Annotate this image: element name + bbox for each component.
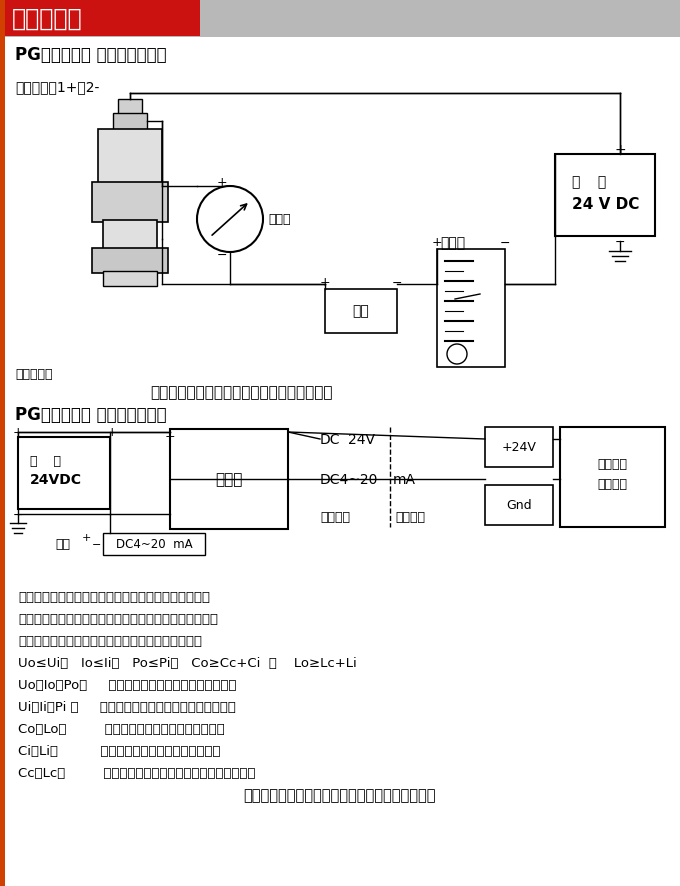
Bar bbox=[485, 486, 553, 525]
Text: +: + bbox=[432, 237, 442, 249]
Text: +: + bbox=[320, 276, 330, 289]
Text: +: + bbox=[82, 532, 90, 542]
Text: 所配用安全栅参数必须符合本安系统参数匹配原则：: 所配用安全栅参数必须符合本安系统参数匹配原则： bbox=[18, 634, 202, 648]
Bar bbox=[560, 428, 665, 527]
Bar bbox=[325, 290, 397, 334]
Text: −: − bbox=[13, 508, 23, 521]
Text: Ui、Ii、Pi ：     压力变送器最大输入电压、电流和功率: Ui、Ii、Pi ： 压力变送器最大输入电压、电流和功率 bbox=[18, 701, 236, 714]
Text: −: − bbox=[615, 236, 625, 248]
Text: 安全场所: 安全场所 bbox=[320, 511, 350, 524]
Text: 指示仪: 指示仪 bbox=[440, 236, 465, 250]
Text: 24VDC: 24VDC bbox=[30, 472, 82, 486]
Text: +: + bbox=[217, 176, 227, 190]
Circle shape bbox=[447, 345, 467, 364]
Text: 安全栅: 安全栅 bbox=[216, 472, 243, 487]
Text: +: + bbox=[13, 426, 23, 439]
Text: 输出: 输出 bbox=[55, 538, 70, 551]
Text: +: + bbox=[614, 143, 626, 157]
Text: +: + bbox=[107, 426, 118, 439]
Text: PG压力变送器 现场连接示意图: PG压力变送器 现场连接示意图 bbox=[15, 46, 167, 64]
Text: 安装示意图: 安装示意图 bbox=[12, 7, 83, 31]
Text: Gnd: Gnd bbox=[506, 499, 532, 512]
Text: +: + bbox=[165, 430, 175, 442]
Text: 24 V DC: 24 V DC bbox=[572, 198, 639, 213]
Bar bbox=[113, 114, 147, 132]
Text: 本安防爆型压力变送建议使用安全栅供电、见上图: 本安防爆型压力变送建议使用安全栅供电、见上图 bbox=[243, 788, 437, 803]
Text: 安全栅须取得防爆合格证，使用时应按其说明书的要求: 安全栅须取得防爆合格证，使用时应按其说明书的要求 bbox=[18, 591, 210, 604]
Text: Uo≤Ui、   Io≤Ii、   Po≤Pi、   Co≥Cc+Ci  和    Lo≥Lc+Li: Uo≤Ui、 Io≤Ii、 Po≤Pi、 Co≥Cc+Ci 和 Lo≥Lc+Li bbox=[18, 657, 357, 670]
Bar bbox=[5, 1, 200, 37]
Text: 压力变送器: 压力变送器 bbox=[15, 368, 52, 381]
Text: mA: mA bbox=[393, 472, 416, 486]
Text: 电流表: 电流表 bbox=[268, 214, 290, 226]
Text: 24V: 24V bbox=[348, 432, 375, 447]
Text: 负载: 负载 bbox=[353, 304, 369, 318]
Text: 电    源: 电 源 bbox=[572, 175, 607, 189]
Bar bbox=[0, 0, 680, 38]
Text: −: − bbox=[92, 540, 102, 549]
Text: 危险场所: 危险场所 bbox=[395, 511, 425, 524]
Bar bbox=[555, 155, 655, 237]
Text: DC4~20  mA: DC4~20 mA bbox=[116, 538, 192, 551]
Bar bbox=[437, 250, 505, 368]
Circle shape bbox=[197, 187, 263, 253]
Bar bbox=[98, 130, 162, 185]
Bar bbox=[170, 430, 288, 530]
Text: DC: DC bbox=[320, 432, 341, 447]
Bar bbox=[103, 221, 157, 251]
Text: −: − bbox=[217, 248, 227, 261]
Bar bbox=[18, 438, 110, 509]
Text: 赫斯曼接头1+、2-: 赫斯曼接头1+、2- bbox=[15, 80, 99, 94]
Text: +24V: +24V bbox=[502, 441, 537, 454]
Text: PG压力变送器 现场连接示意图: PG压力变送器 现场连接示意图 bbox=[15, 406, 167, 424]
Bar bbox=[92, 183, 168, 222]
Bar bbox=[485, 428, 553, 468]
Text: 电    源: 电 源 bbox=[30, 455, 61, 468]
Text: −: − bbox=[500, 237, 510, 249]
Bar bbox=[103, 272, 157, 287]
Text: 进行、安全栅防爆标志必须不低于压力变送器防爆标志。: 进行、安全栅防爆标志必须不低于压力变送器防爆标志。 bbox=[18, 613, 218, 626]
Text: Co、Lo：         安全栅允许的最大外部电容和电感: Co、Lo： 安全栅允许的最大外部电容和电感 bbox=[18, 723, 225, 735]
Text: 力变送器: 力变送器 bbox=[597, 478, 627, 491]
Bar bbox=[0, 38, 5, 886]
Text: DC4~20: DC4~20 bbox=[320, 472, 378, 486]
Text: Uo、Io、Po：     安全栅的最大输出电压、电流和功率: Uo、Io、Po： 安全栅的最大输出电压、电流和功率 bbox=[18, 679, 237, 692]
Text: 非本安防爆型压力变送器可以用稳压电源供电: 非本安防爆型压力变送器可以用稳压电源供电 bbox=[150, 385, 333, 400]
Bar bbox=[103, 533, 205, 556]
Bar bbox=[118, 100, 142, 116]
Text: Ci、Li：          压力变送器的最大外部电容和电感: Ci、Li： 压力变送器的最大外部电容和电感 bbox=[18, 744, 220, 758]
Text: −: − bbox=[392, 276, 403, 289]
Text: Cc、Lc：         两者之间连接电缆充许总的分布电容和电感: Cc、Lc： 两者之间连接电缆充许总的分布电容和电感 bbox=[18, 766, 256, 780]
Bar bbox=[0, 0, 5, 38]
Bar bbox=[92, 249, 168, 274]
Text: 本安型压: 本安型压 bbox=[597, 458, 627, 471]
